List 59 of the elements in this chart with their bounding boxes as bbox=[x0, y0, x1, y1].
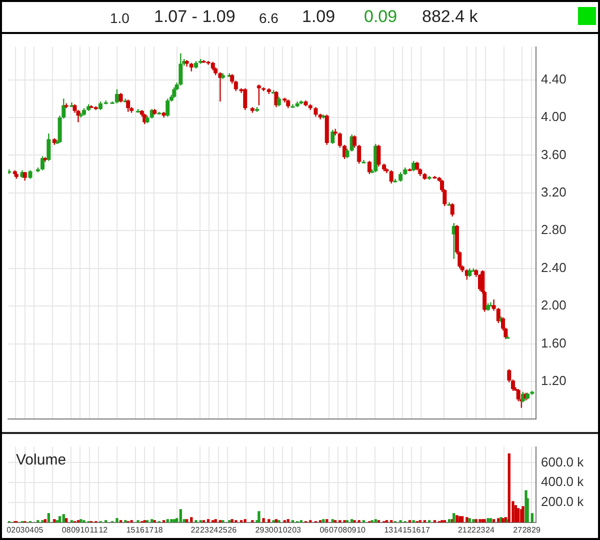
text: 0.09 bbox=[364, 7, 398, 27]
x-tick-label: 26 bbox=[228, 525, 238, 534]
x-tick-label: 02 bbox=[6, 525, 16, 534]
x-tick-label: 08 bbox=[62, 525, 72, 534]
y-tick-label: 2.40 bbox=[541, 260, 566, 275]
x-tick-label: 11 bbox=[90, 525, 99, 534]
x-tick-label: 16 bbox=[136, 525, 145, 534]
y-tick-label: 2.80 bbox=[541, 222, 566, 238]
text: 6.6 bbox=[259, 10, 278, 26]
x-tick-label: 02 bbox=[282, 525, 292, 534]
x-tick-label: 12 bbox=[98, 525, 108, 534]
y-tick-label: 2.00 bbox=[541, 298, 566, 313]
y-tick-label: 200.0 k bbox=[541, 494, 584, 510]
text: 882.4 k bbox=[422, 7, 478, 27]
x-tick-label: 17 bbox=[421, 525, 430, 534]
x-tick-label: 16 bbox=[412, 525, 422, 534]
y-tick-label: 600.0 k bbox=[541, 454, 584, 470]
x-tick-label: 10 bbox=[356, 525, 366, 534]
y-tick-label: 1.20 bbox=[541, 373, 566, 388]
y-tick-label: 3.20 bbox=[541, 184, 566, 200]
x-tick-label: 14 bbox=[393, 525, 403, 534]
x-tick-label: 24 bbox=[486, 525, 495, 534]
x-tick-label: 03 bbox=[16, 525, 26, 534]
x-tick-label: 07 bbox=[328, 525, 338, 534]
x-tick-label: 08 bbox=[338, 525, 348, 534]
x-tick-label: 17 bbox=[144, 525, 154, 534]
text: 1.0 bbox=[110, 10, 130, 26]
x-tick-label: 13 bbox=[384, 525, 394, 534]
x-tick-label: 22 bbox=[467, 525, 477, 534]
chart-title: Volume bbox=[16, 451, 66, 468]
x-tick-label: 09 bbox=[347, 525, 357, 534]
x-tick-label: 05 bbox=[34, 525, 44, 534]
x-tick-label: 09 bbox=[71, 525, 81, 534]
x-tick-label: 15 bbox=[402, 525, 412, 534]
y-tick-label: 4.00 bbox=[541, 109, 566, 124]
x-tick-label: 29 bbox=[255, 525, 265, 534]
y-tick-label: 4.40 bbox=[541, 71, 566, 86]
x-tick-label: 27 bbox=[513, 525, 523, 534]
x-tick-label: 04 bbox=[25, 525, 34, 534]
text: 1.07 - 1.09 bbox=[154, 7, 236, 27]
x-tick-label: 30 bbox=[264, 525, 274, 534]
x-tick-label: 06 bbox=[320, 525, 330, 534]
x-tick-label: 18 bbox=[154, 525, 164, 534]
x-tick-label: 24 bbox=[209, 525, 219, 534]
x-tick-label: 21 bbox=[458, 525, 468, 534]
x-tick-label: 23 bbox=[200, 525, 210, 534]
x-tick-label: 23 bbox=[476, 525, 486, 534]
x-tick-label: 03 bbox=[292, 525, 302, 534]
x-tick-label: 28 bbox=[522, 525, 532, 534]
x-tick-label: 29 bbox=[532, 525, 541, 534]
x-tick-label: 25 bbox=[218, 525, 228, 534]
y-tick-label: 1.60 bbox=[541, 335, 566, 350]
x-tick-label: 15 bbox=[126, 525, 136, 534]
x-tick-label: 01 bbox=[274, 525, 284, 534]
y-tick-label: 400.0 k bbox=[541, 474, 584, 490]
y-tick-label: 3.60 bbox=[541, 146, 566, 162]
x-tick-label: 10 bbox=[80, 525, 90, 534]
x-tick-label: 22 bbox=[190, 525, 200, 534]
text: 1.09 bbox=[302, 7, 336, 27]
